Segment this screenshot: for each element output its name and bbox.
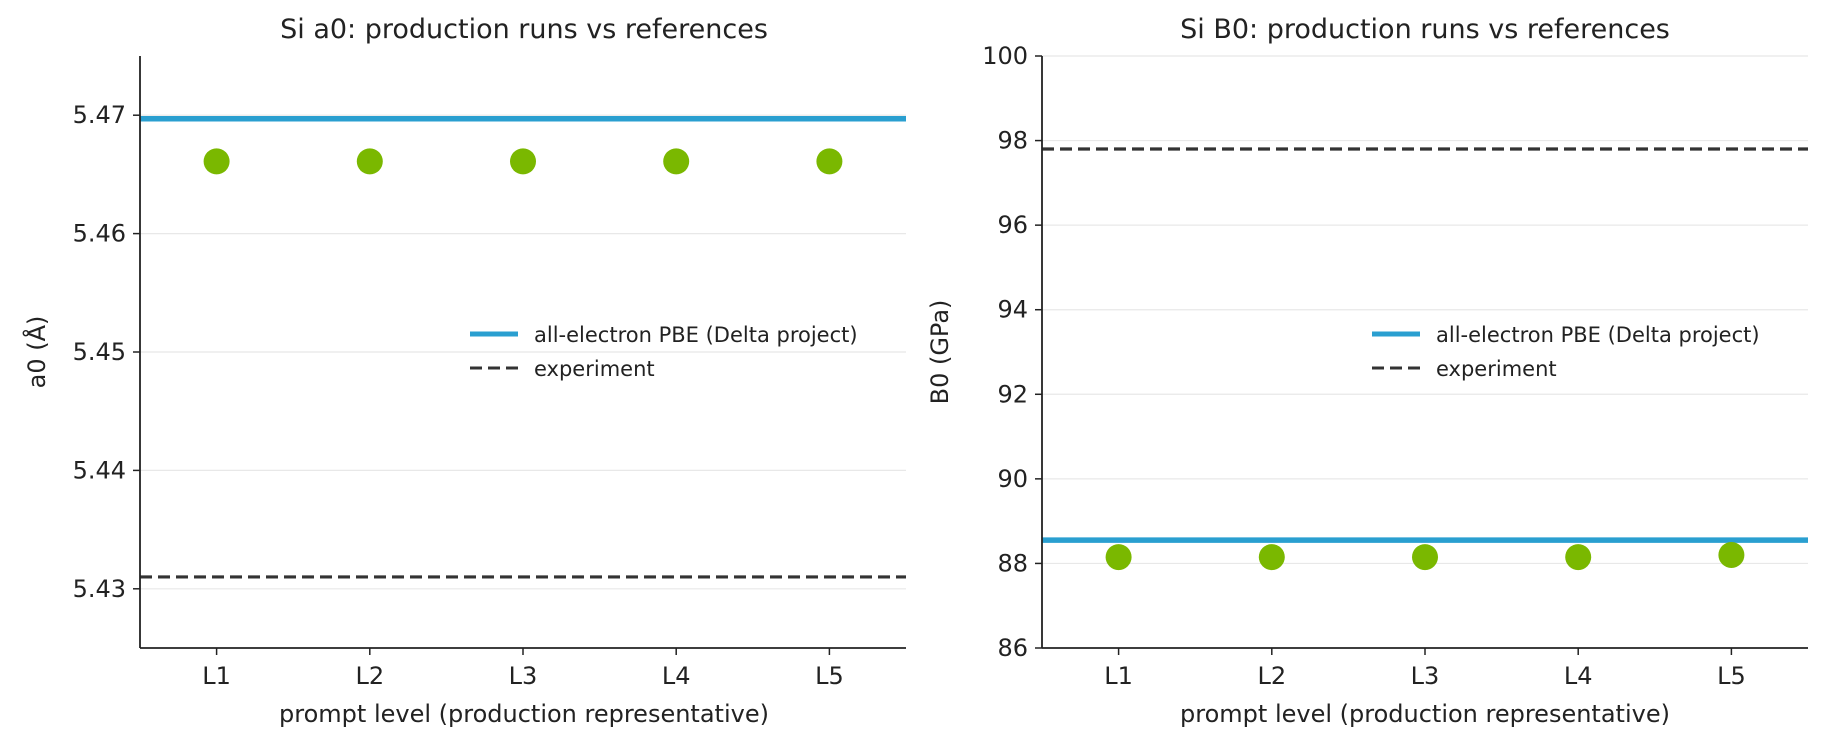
y-tick-label: 96 — [997, 211, 1028, 239]
y-axis-label: a0 (Å) — [22, 316, 51, 389]
legend: all-electron PBE (Delta project) experim… — [1372, 323, 1760, 381]
data-point — [1258, 544, 1285, 571]
chart-title: Si a0: production runs vs references — [280, 14, 768, 45]
data-point — [1565, 544, 1592, 571]
data-point — [663, 148, 690, 175]
gridlines — [140, 114, 906, 590]
legend-label-reference: all-electron PBE (Delta project) — [1436, 323, 1760, 347]
y-tick-label: 88 — [997, 549, 1028, 577]
data-point — [1412, 544, 1438, 571]
x-tick-label: L2 — [1257, 662, 1286, 690]
legend-label-reference: all-electron PBE (Delta project) — [534, 323, 858, 347]
data-point — [1718, 541, 1745, 568]
x-tick-label: L3 — [509, 662, 538, 690]
y-tick-label: 86 — [997, 634, 1028, 662]
data-point — [510, 148, 536, 175]
data-points — [1105, 541, 1745, 571]
data-point — [1105, 544, 1132, 571]
x-tick-labels: L1 L2 L3 L4 L5 — [1104, 662, 1745, 690]
x-tick-label: L1 — [1104, 662, 1133, 690]
data-point — [816, 148, 843, 175]
y-tick-label: 5.44 — [73, 456, 126, 484]
x-tick-label: L4 — [1564, 662, 1593, 690]
y-tick-labels: 5.43 5.44 5.45 5.46 5.47 — [73, 101, 126, 603]
y-tick-label: 5.46 — [73, 220, 126, 248]
legend: all-electron PBE (Delta project) experim… — [470, 323, 858, 381]
x-tick-label: L4 — [662, 662, 691, 690]
y-tick-label: 94 — [997, 296, 1028, 324]
axes — [133, 56, 906, 655]
legend-label-experiment: experiment — [534, 357, 655, 381]
chart-title: Si B0: production runs vs references — [1180, 14, 1670, 45]
x-axis-label: prompt level (production representative) — [1180, 700, 1670, 728]
data-point — [356, 148, 383, 175]
data-point — [203, 148, 230, 175]
legend-label-experiment: experiment — [1436, 357, 1557, 381]
x-axis-label: prompt level (production representative) — [279, 700, 769, 728]
y-tick-label: 92 — [997, 380, 1028, 408]
x-tick-label: L2 — [355, 662, 384, 690]
chart-panel-b0: Si B0: production runs vs references 868… — [926, 14, 1808, 728]
axes — [1035, 55, 1808, 655]
y-tick-label: 5.43 — [73, 575, 126, 603]
x-tick-label: L5 — [1717, 662, 1746, 690]
x-tick-label: L3 — [1411, 662, 1440, 690]
data-points — [203, 148, 843, 175]
chart-panel-a0: Si a0: production runs vs references 5.4… — [22, 14, 906, 728]
reference-lines — [140, 116, 906, 579]
y-tick-label: 90 — [997, 465, 1028, 493]
y-tick-label: 5.45 — [73, 338, 126, 366]
x-tick-labels: L1 L2 L3 L4 L5 — [202, 662, 843, 690]
y-axis-label: B0 (GPa) — [926, 300, 954, 405]
y-tick-label: 100 — [982, 42, 1028, 70]
y-tick-label: 98 — [997, 127, 1028, 155]
reference-lines — [1042, 147, 1808, 543]
x-tick-label: L1 — [202, 662, 231, 690]
x-tick-label: L5 — [815, 662, 844, 690]
y-tick-label: 5.47 — [73, 101, 126, 129]
y-tick-labels: 86 88 90 92 94 96 98 100 — [982, 42, 1028, 662]
